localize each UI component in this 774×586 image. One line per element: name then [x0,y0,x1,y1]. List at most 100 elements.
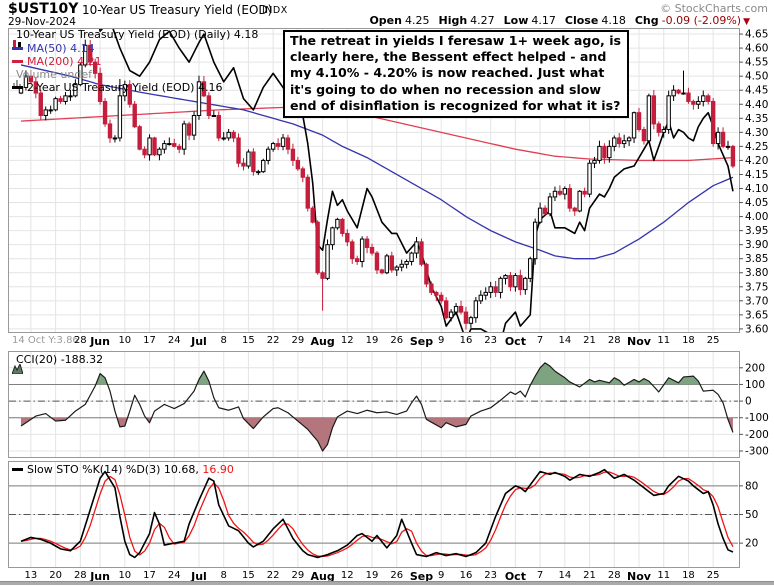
x-tick-label: 8 [220,570,227,581]
open-value: 4.25 [404,14,430,27]
sto-panel[interactable]: 80 50 20 [0,461,774,568]
x-tick-label: 17 [143,570,156,581]
symbol: $UST10Y [8,1,79,17]
x-tick-label: 9 [438,335,445,346]
svg-text:3.80: 3.80 [745,267,768,279]
high-value: 4.27 [470,14,495,27]
svg-text:4.40: 4.40 [745,99,768,111]
x-tick-label: 15 [242,335,255,346]
svg-text:4.20: 4.20 [745,155,768,167]
svg-text:-200: -200 [745,429,769,441]
x-tick-label: 10 [118,335,132,346]
us2y-value: 4.16 [197,81,223,94]
x-tick-month-label: Jul [191,570,207,583]
annotation-note[interactable]: The retreat in yields I feresaw 1+ week … [283,30,630,119]
legend-ma50-row[interactable]: MA(50) 4.14 [12,43,95,55]
price-series-value: 4.18 [233,28,259,41]
x-tick-label: 22 [266,335,280,346]
cci-value: -188.32 [60,353,104,366]
x-tick-month-label: Jul [191,335,207,348]
low-label: Low [503,14,529,27]
svg-text:3.75: 3.75 [745,281,768,293]
x-tick-label: 18 [682,335,695,346]
svg-text:4.10: 4.10 [745,183,768,195]
svg-text:80: 80 [745,480,758,492]
x-tick-label: 26 [390,570,404,581]
legend-volume-row[interactable]: Volume undef [12,68,92,89]
x-tick-label: 24 [167,570,181,581]
x-tick-label: 25 [706,335,720,346]
svg-text:3.65: 3.65 [745,309,768,321]
x-tick-label: 17 [143,335,156,346]
svg-text:3.60: 3.60 [745,323,768,333]
sto-band-lines [9,485,738,544]
x-tick-month-label: Nov [627,335,651,348]
volume-label: Volume undef [16,68,92,81]
x-tick-month-label: Jun [90,570,110,583]
close-value: 4.18 [601,14,626,27]
x-tick-month-label: Sep [409,335,434,348]
ma200-value: 4.21 [77,55,102,68]
sto-d-value: 16.90 [202,463,234,476]
x-tick-label: 28 [607,570,621,581]
x-tick-label: 28 [73,335,87,346]
x-tick-label: 28 [73,570,87,581]
x-tick-label: 11 [657,570,671,581]
range-scrollbar[interactable] [0,581,774,585]
legend-sto-row[interactable]: Slow STO %K(14) %D(3) 10.68, 16.90 [12,464,234,476]
x-tick-label: 14 [558,335,572,346]
sto-k-value: 10.68, [163,463,199,476]
x-tick-label: 23 [484,335,498,346]
x-tick-month-label: Aug [310,570,335,583]
cci-label: CCI(20) [16,353,58,366]
legend-ma200-row[interactable]: MA(200) 4.21 [12,56,102,68]
chg-label: Chg [634,14,659,27]
legend-us2y-row[interactable]: 2-Year US Treasury Yield (EOD) 4.16 [12,82,222,94]
ma50-line-icon [12,47,23,50]
x-tick-month-label: Oct [504,335,526,348]
close-label: Close [564,14,599,27]
chg-value: -0.09 (-2.09%) [661,14,742,27]
us2y-line-icon [12,86,23,89]
svg-text:4.45: 4.45 [745,85,768,97]
open-label: Open [369,14,402,27]
x-tick-month-label: Oct [504,570,526,583]
x-tick-label: 28 [607,335,621,346]
x-tick-label: 12 [340,335,354,346]
x-tick-label: 12 [340,570,354,581]
x-tick-label: 7 [536,335,544,346]
svg-text:4.50: 4.50 [745,71,768,83]
x-tick-label: 19 [365,570,379,581]
legend-cci-row[interactable]: CCI(20) -188.32 [12,353,104,374]
price-panel[interactable]: 4.65 4.60 4.55 4.50 4.45 4.40 4.35 4.30 4.25 4.20… [0,28,774,333]
x-tick-label: 11 [657,335,671,346]
svg-text:3.85: 3.85 [745,253,768,265]
copyright: © StockCharts.com [660,2,768,15]
x-tick-month-label: Nov [627,570,651,583]
svg-text:4.30: 4.30 [745,127,768,139]
ma200-line-icon [12,60,23,63]
x-tick-label: 14 [558,570,572,581]
svg-text:-100: -100 [745,412,769,424]
x-tick-label: 21 [583,570,596,581]
x-tick-month-label: Aug [310,335,335,348]
x-tick-label: 10 [118,570,132,581]
cci-panel[interactable]: 200 100 0 -100 -200 -300 [0,351,774,458]
svg-text:4.35: 4.35 [745,113,768,125]
legend-price-row[interactable]: 10-Year US Treasury Yield (EOD) (Daily) … [12,28,259,49]
x-tick-label: 22 [266,570,280,581]
x-tick-label: 24 [167,335,181,346]
candlestick-series [18,39,736,330]
vertical-gridlines [30,29,714,332]
svg-text:0: 0 [745,396,752,408]
down-triangle-icon: ▼ [743,17,750,27]
vertical-gridlines [30,352,714,457]
x-tick-label: 7 [536,570,544,581]
svg-text:200: 200 [745,362,765,374]
x-tick-label: 8 [220,335,227,346]
sto-series [20,468,734,559]
x-axis-bottom: 13 20 28 Jun 10 17 24 Jul 8 15 22 29 Aug 12 19 26 Sep 9 16… [0,569,774,584]
x-tick-label: 23 [484,570,498,581]
x-tick-month-label: Jun [90,335,110,348]
